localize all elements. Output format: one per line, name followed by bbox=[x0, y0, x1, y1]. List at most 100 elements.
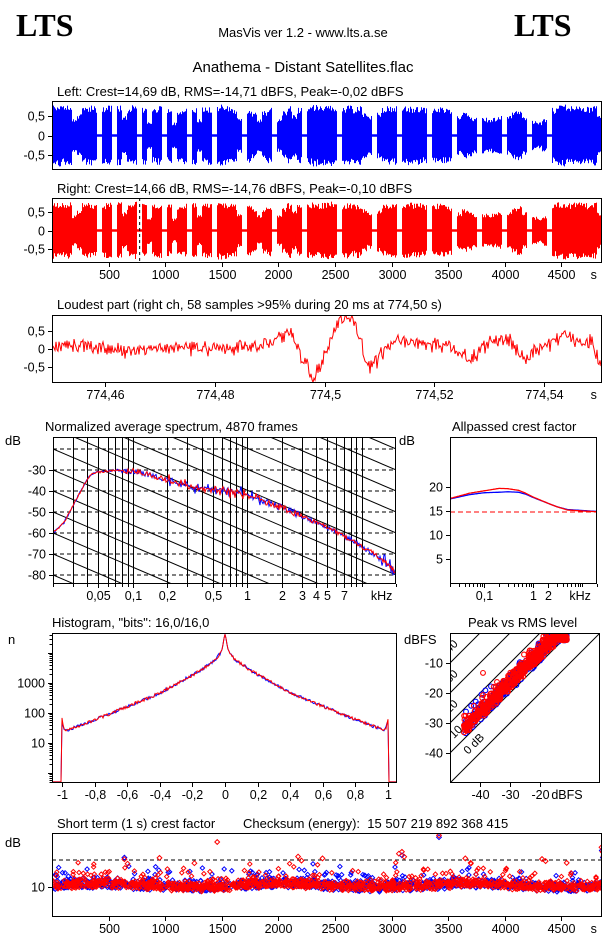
lts-logo-right: LTS bbox=[514, 7, 572, 43]
svg-text:0,1: 0,1 bbox=[125, 589, 142, 603]
svg-text:-0,2: -0,2 bbox=[182, 788, 204, 802]
svg-text:774,52: 774,52 bbox=[415, 388, 453, 402]
svg-text:-10: -10 bbox=[425, 657, 443, 671]
svg-text:500: 500 bbox=[99, 268, 120, 282]
svg-text:0,5: 0,5 bbox=[28, 110, 45, 124]
right-waveform-title: Right: Crest=14,66 dB, RMS=-14,76 dBFS, … bbox=[57, 181, 413, 196]
svg-text:10: 10 bbox=[31, 737, 45, 751]
svg-text:-30: -30 bbox=[28, 464, 46, 478]
svg-text:-40: -40 bbox=[471, 788, 489, 802]
svg-text:-1: -1 bbox=[57, 788, 68, 802]
svg-text:3500: 3500 bbox=[435, 268, 463, 282]
svg-text:2500: 2500 bbox=[322, 268, 350, 282]
svg-text:0,8: 0,8 bbox=[347, 788, 364, 802]
c3-canvas: 774,46 774,48 774,5 774,52 774,54 0,5 0 -0,5 s bbox=[23, 315, 602, 402]
lts-logo-left: LTS bbox=[16, 7, 74, 43]
svg-text:3500: 3500 bbox=[435, 922, 463, 936]
svg-text:s: s bbox=[591, 388, 597, 402]
histogram-title: Histogram, "bits": 16,0/16,0 bbox=[52, 615, 210, 630]
svg-text:-0,6: -0,6 bbox=[117, 788, 139, 802]
svg-text:2: 2 bbox=[279, 589, 286, 603]
svg-text:0: 0 bbox=[38, 225, 45, 239]
svg-text:5: 5 bbox=[324, 589, 331, 603]
svg-text:100: 100 bbox=[24, 707, 45, 721]
svg-text:0: 0 bbox=[222, 788, 229, 802]
svg-text:1500: 1500 bbox=[209, 268, 237, 282]
svg-text:0: 0 bbox=[38, 343, 45, 357]
svg-text:774,48: 774,48 bbox=[196, 388, 234, 402]
svg-text:0,1: 0,1 bbox=[476, 589, 493, 603]
svg-text:-20: -20 bbox=[531, 788, 549, 802]
svg-text:-70: -70 bbox=[28, 548, 46, 562]
c2-canvas: 500 1000 1500 2000 2500 3000 3500 4000 4500 0,5 0 -… bbox=[23, 198, 602, 282]
svg-text:774,5: 774,5 bbox=[310, 388, 341, 402]
svg-text:1000: 1000 bbox=[152, 922, 180, 936]
short-term-db-label: dB bbox=[5, 835, 21, 850]
svg-text:20: 20 bbox=[443, 698, 461, 716]
svg-text:0,5: 0,5 bbox=[28, 325, 45, 339]
svg-text:1000: 1000 bbox=[152, 268, 180, 282]
svg-text:s: s bbox=[591, 268, 597, 282]
svg-text:0,6: 0,6 bbox=[315, 788, 332, 802]
svg-text:-0,5: -0,5 bbox=[23, 361, 45, 375]
svg-text:0,2: 0,2 bbox=[250, 788, 267, 802]
c1-canvas: 0,5 0 -0,5 bbox=[23, 101, 602, 170]
svg-text:-60: -60 bbox=[28, 527, 46, 541]
svg-text:-0,4: -0,4 bbox=[150, 788, 172, 802]
histogram-n-label: n bbox=[8, 632, 16, 647]
svg-text:774,46: 774,46 bbox=[86, 388, 124, 402]
svg-text:30: 30 bbox=[443, 668, 461, 686]
short-term-crest-title: Short term (1 s) crest factor bbox=[57, 816, 216, 831]
svg-text:0,5: 0,5 bbox=[205, 589, 222, 603]
svg-text:2000: 2000 bbox=[265, 922, 293, 936]
svg-text:-40: -40 bbox=[425, 747, 443, 761]
svg-text:1: 1 bbox=[244, 589, 251, 603]
svg-text:0: 0 bbox=[38, 130, 45, 144]
svg-text:-40: -40 bbox=[28, 485, 46, 499]
svg-text:s: s bbox=[591, 922, 597, 936]
checksum-label: Checksum (energy): 15 507 219 892 368 41… bbox=[243, 816, 509, 831]
svg-text:1000: 1000 bbox=[17, 677, 45, 691]
svg-text:kHz: kHz bbox=[569, 589, 591, 603]
svg-text:4500: 4500 bbox=[548, 268, 576, 282]
svg-text:5: 5 bbox=[436, 553, 443, 567]
c4-canvas: 0,05 0,1 0,2 0,5 1 2 3 4 5 7 -30 -40 -50 -60 -70 -80 kHz bbox=[28, 437, 397, 603]
peak-dbfs-label: dBFS bbox=[404, 632, 437, 647]
svg-text:1500: 1500 bbox=[209, 922, 237, 936]
svg-text:0,05: 0,05 bbox=[86, 589, 110, 603]
svg-text:-50: -50 bbox=[28, 506, 46, 520]
c8-canvas: 500 1000 1500 2000 2500 3000 3500 4000 4500 10 s bbox=[31, 833, 602, 936]
loudest-part-title: Loudest part (right ch, 58 samples >95% … bbox=[57, 297, 442, 312]
svg-text:7: 7 bbox=[341, 589, 348, 603]
svg-text:0,5: 0,5 bbox=[28, 206, 45, 220]
svg-text:dBFS: dBFS bbox=[551, 788, 582, 802]
svg-text:4000: 4000 bbox=[492, 922, 520, 936]
svg-text:2000: 2000 bbox=[265, 268, 293, 282]
svg-text:-0,8: -0,8 bbox=[85, 788, 107, 802]
svg-text:4000: 4000 bbox=[492, 268, 520, 282]
svg-text:kHz: kHz bbox=[371, 589, 393, 603]
svg-text:2: 2 bbox=[545, 589, 552, 603]
spectrum-db-label-left: dB bbox=[5, 433, 21, 448]
app-title: MasVis ver 1.2 - www.lts.a.se bbox=[218, 25, 388, 40]
svg-text:-20: -20 bbox=[425, 687, 443, 701]
svg-text:1: 1 bbox=[530, 589, 537, 603]
svg-text:-0,5: -0,5 bbox=[23, 243, 45, 257]
svg-text:774,54: 774,54 bbox=[525, 388, 563, 402]
spectrum-db-label-right: dB bbox=[399, 433, 415, 448]
svg-text:4: 4 bbox=[313, 589, 320, 603]
svg-text:-30: -30 bbox=[501, 788, 519, 802]
svg-text:-0,5: -0,5 bbox=[23, 149, 45, 163]
peak-vs-rms-title: Peak vs RMS level bbox=[468, 615, 578, 630]
svg-text:10: 10 bbox=[429, 529, 443, 543]
left-waveform-title: Left: Crest=14,69 dB, RMS=-14,71 dBFS, P… bbox=[57, 84, 404, 99]
song-title: Anathema - Distant Satellites.flac bbox=[192, 59, 414, 76]
svg-text:3: 3 bbox=[299, 589, 306, 603]
svg-text:2500: 2500 bbox=[322, 922, 350, 936]
svg-text:3000: 3000 bbox=[379, 922, 407, 936]
svg-text:4500: 4500 bbox=[548, 922, 576, 936]
spectrum-title: Normalized average spectrum, 4870 frames bbox=[45, 419, 298, 434]
svg-text:3000: 3000 bbox=[379, 268, 407, 282]
